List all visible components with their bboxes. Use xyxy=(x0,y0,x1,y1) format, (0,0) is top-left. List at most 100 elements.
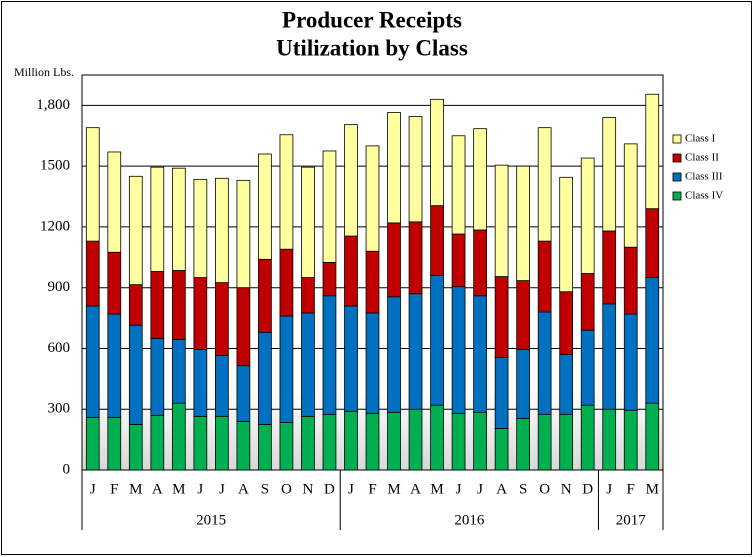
x-tick-label: S xyxy=(261,481,269,497)
bar-segment xyxy=(107,151,122,253)
x-tick-label: N xyxy=(561,481,572,497)
bar-segment xyxy=(236,365,251,422)
y-tick-label: 0 xyxy=(63,461,71,477)
bar-segment xyxy=(193,277,208,350)
x-tick-label: J xyxy=(477,481,483,497)
bar-segment xyxy=(430,205,444,276)
bar-segment xyxy=(387,222,401,298)
bar-segment xyxy=(150,166,165,272)
bar-segment xyxy=(580,157,595,274)
x-tick-label: A xyxy=(496,481,507,497)
chart-title: Producer Receipts xyxy=(282,7,462,32)
bar-segment xyxy=(623,313,638,411)
bar-segment xyxy=(301,277,315,314)
bar-segment xyxy=(193,415,208,471)
bar-segment xyxy=(559,354,574,415)
bar-segment xyxy=(258,153,272,260)
y-tick-label: 1500 xyxy=(40,158,70,174)
x-tick-label: M xyxy=(646,481,659,497)
bar-segment xyxy=(85,127,100,242)
x-tick-label: M xyxy=(430,481,443,497)
bar-segment xyxy=(85,305,100,418)
x-tick-label: F xyxy=(627,481,635,497)
bar-segment xyxy=(365,250,380,314)
x-tick-label: A xyxy=(410,481,421,497)
y-axis-label: Million Lbs. xyxy=(14,65,74,79)
bar-segment xyxy=(473,295,487,413)
bar-segment xyxy=(387,112,401,224)
bar-segment xyxy=(215,415,229,471)
y-tick-label: 900 xyxy=(48,279,71,295)
x-tick-label: J xyxy=(456,481,462,497)
bar-segment xyxy=(258,258,272,333)
bar-segment xyxy=(580,273,595,331)
legend-swatch xyxy=(672,191,682,201)
bar-segment xyxy=(301,312,315,417)
x-tick-label: N xyxy=(303,481,314,497)
bar-segment xyxy=(215,282,229,356)
bar-segment xyxy=(537,413,552,471)
bar-segment xyxy=(171,167,186,271)
bar-segment xyxy=(215,177,229,284)
bar-segment xyxy=(322,261,337,297)
bar-segment xyxy=(107,313,122,418)
bar-segment xyxy=(559,413,574,471)
bar-segment xyxy=(494,428,509,471)
bar-segment xyxy=(580,404,595,471)
bar-segment xyxy=(580,329,595,406)
x-tick-label: J xyxy=(348,481,354,497)
bar-segment xyxy=(602,230,617,305)
bar-segment xyxy=(494,164,509,277)
bar-segment xyxy=(494,276,509,358)
bar-segment xyxy=(128,175,143,286)
bar-segment xyxy=(645,402,660,471)
x-tick-label: S xyxy=(519,481,527,497)
x-tick-label: F xyxy=(368,481,376,497)
bar-segment xyxy=(128,284,143,326)
bar-segment xyxy=(451,286,466,414)
y-tick-label: 300 xyxy=(48,401,71,417)
bar-segment xyxy=(322,150,337,263)
bar-segment xyxy=(365,145,380,252)
bar-segment xyxy=(623,143,638,248)
x-tick-label: D xyxy=(582,481,593,497)
x-tick-label: J xyxy=(219,481,225,497)
bar-segment xyxy=(430,98,444,207)
bar-segment xyxy=(387,296,401,413)
bar-segment xyxy=(602,408,617,471)
chart-title: Utilization by Class xyxy=(276,35,468,60)
bar-segment xyxy=(365,312,380,414)
x-tick-label: O xyxy=(281,481,292,497)
bar-segment xyxy=(150,414,165,471)
bar-segment xyxy=(85,416,100,471)
legend-label: Class II xyxy=(685,152,719,164)
bar-segment xyxy=(236,287,251,367)
bar-segment xyxy=(258,331,272,425)
y-tick-label: 1,800 xyxy=(36,97,70,113)
bar-segment xyxy=(301,415,315,471)
bar-segment xyxy=(193,178,208,278)
legend-swatch xyxy=(672,134,682,144)
bar-segment xyxy=(85,240,100,307)
bar-segment xyxy=(451,233,466,288)
bar-segment xyxy=(322,413,337,471)
bar-segment xyxy=(645,208,660,278)
x-tick-label: J xyxy=(606,481,612,497)
x-tick-label: M xyxy=(387,481,400,497)
bar-segment xyxy=(387,411,401,471)
bar-segment xyxy=(171,338,186,404)
bar-segment xyxy=(473,229,487,297)
bar-segment xyxy=(344,124,358,237)
bar-segment xyxy=(258,424,272,471)
x-group-label: 2017 xyxy=(616,512,647,528)
bar-segment xyxy=(107,251,122,315)
bar-segment xyxy=(430,404,444,471)
y-tick-label: 1200 xyxy=(40,218,70,234)
y-tick-label: 600 xyxy=(48,340,71,356)
bar-segment xyxy=(602,117,617,232)
x-tick-label: J xyxy=(197,481,203,497)
bar-segment xyxy=(516,165,530,282)
bar-segment xyxy=(559,176,574,293)
bar-segment xyxy=(344,305,358,412)
